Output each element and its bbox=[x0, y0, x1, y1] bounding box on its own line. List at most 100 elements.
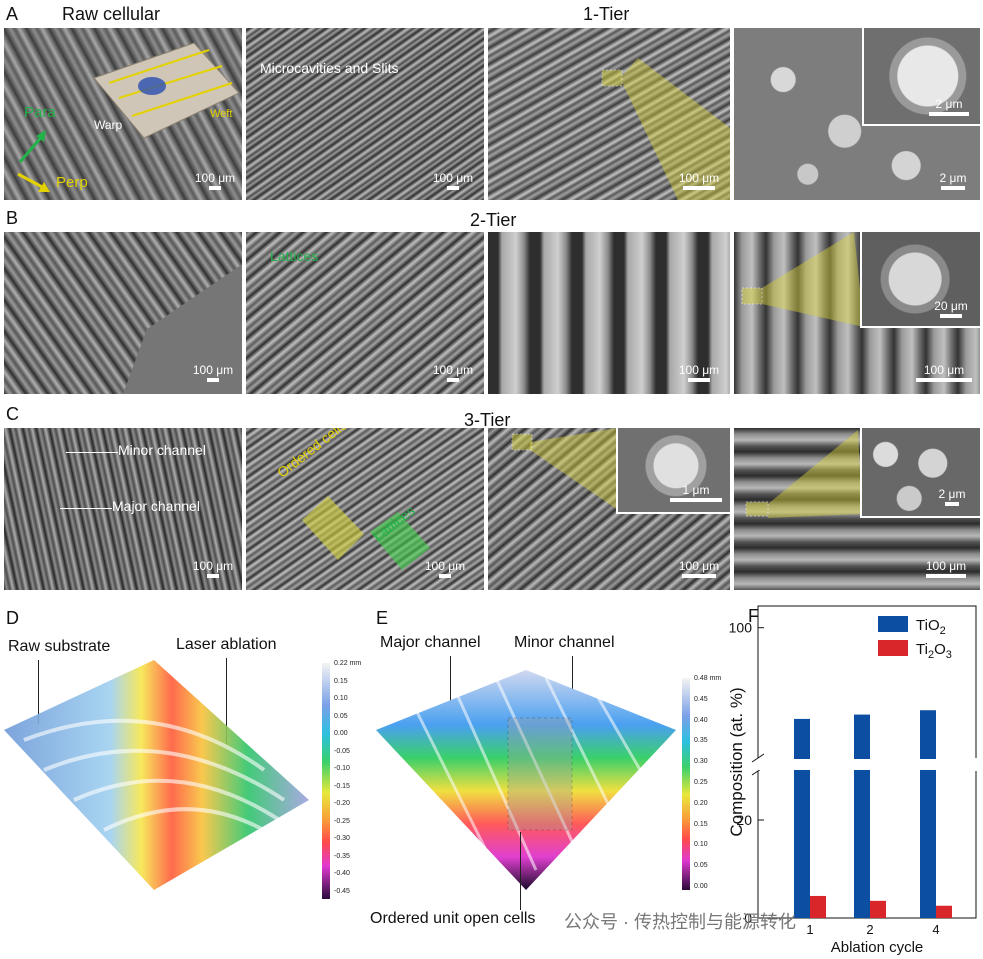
y-tick-label: 0 bbox=[744, 910, 752, 926]
x-axis-label: Ablation cycle bbox=[831, 939, 924, 956]
scale-bar: 2 μm bbox=[930, 488, 974, 506]
sem-image-raw-cellular: Para Warp Weft Perp 100 μm bbox=[4, 28, 242, 200]
colorbar-tick-label: -0.40 bbox=[334, 870, 350, 878]
raw-substrate-label: Raw substrate bbox=[8, 638, 111, 655]
scale-bar: 2 μm bbox=[930, 172, 976, 190]
colorbar-e bbox=[682, 678, 690, 890]
scale-bar: 20 μm bbox=[928, 300, 974, 318]
zoom-highlight bbox=[741, 232, 864, 327]
scale-bar: 100 μm bbox=[674, 172, 724, 190]
major-channel-pointer bbox=[60, 508, 112, 509]
bar-ti2o3-4 bbox=[936, 905, 952, 918]
colorbar-tick-label: 0.10 bbox=[334, 695, 348, 703]
panel-letter-c: C bbox=[6, 404, 19, 424]
ordered-unit-label: Ordered unit open cells bbox=[370, 910, 536, 927]
scale-bar: 1 μm bbox=[666, 484, 726, 502]
sem-image-2tier-columns: 100 μm bbox=[488, 232, 730, 394]
scale-bar: 100 μm bbox=[430, 364, 476, 382]
tier-1-title: 1-Tier bbox=[583, 4, 630, 24]
colorbar-tick-label: -0.45 bbox=[334, 888, 350, 895]
colorbar-tick-label: -0.35 bbox=[334, 852, 350, 860]
weave-schematic bbox=[93, 42, 240, 139]
tier-3-title: 3-Tier bbox=[464, 410, 511, 430]
scale-bar: 100 μm bbox=[192, 172, 238, 190]
legend-label-ti2o3: Ti2O3 bbox=[916, 641, 952, 661]
minor-channel-pointer-e bbox=[572, 656, 573, 716]
colorbar-tick-label: 0.00 bbox=[334, 730, 348, 738]
raw-substrate-pointer bbox=[38, 660, 39, 724]
inset-magnified: 1 μm bbox=[616, 428, 730, 514]
x-tick-label: 2 bbox=[866, 922, 873, 937]
axis-break-gap-over-bars bbox=[759, 759, 975, 770]
scale-bar: 100 μm bbox=[422, 560, 468, 578]
colorbar-tick-label: 0.00 bbox=[694, 883, 708, 890]
panel-letter-b: B bbox=[6, 208, 19, 228]
raw-cellular-title: Raw cellular bbox=[62, 4, 161, 24]
sem-image-3tier-channels-zoom: 2 μm 100 μm bbox=[734, 428, 980, 590]
axis-break-mark bbox=[751, 753, 765, 763]
minor-channel-pointer bbox=[66, 452, 118, 453]
scale-bar: 100 μm bbox=[674, 560, 724, 578]
y-axis-label: Composition (at. %) bbox=[727, 687, 746, 836]
panel-letter-d: D bbox=[6, 608, 19, 628]
scale-bar: 100 μm bbox=[914, 364, 974, 382]
major-channel-pointer-e bbox=[450, 656, 451, 720]
perp-arrow-icon bbox=[17, 172, 50, 192]
zoom-highlight bbox=[745, 430, 862, 518]
colorbar-tick-label: -0.10 bbox=[334, 765, 350, 773]
y-tick-label: 100 bbox=[729, 620, 753, 636]
sem-image-3tier-channels: Minor channel Major channel 100 μm bbox=[4, 428, 242, 590]
legend-label-tio2: TiO2 bbox=[916, 617, 946, 637]
region-highlights bbox=[302, 496, 430, 570]
bar-ti2o3-2 bbox=[870, 900, 886, 918]
sem-image-2tier-overview: 100 μm bbox=[4, 232, 242, 394]
warp-label: Warp bbox=[94, 118, 123, 132]
colorbar-tick-label: -0.25 bbox=[334, 817, 350, 825]
perp-label: Perp bbox=[56, 174, 88, 191]
colorbar-d bbox=[322, 663, 330, 899]
inset-magnified: 2 μm bbox=[860, 428, 980, 518]
colorbar-tick-label: 0.25 bbox=[694, 779, 708, 786]
colorbar-tick-label: 0.35 bbox=[694, 737, 708, 745]
laser-ablation-label: Laser ablation bbox=[176, 636, 277, 653]
scale-bar: 100 μm bbox=[190, 560, 236, 578]
inset-magnified: 20 μm bbox=[860, 232, 980, 328]
sem-image-1tier-particles: 2 μm 2 μm bbox=[734, 28, 980, 200]
microcavities-label: Microcavities and Slits bbox=[260, 60, 399, 76]
colorbar-tick-label: 0.22 mm bbox=[334, 660, 362, 667]
laser-ablation-pointer bbox=[226, 658, 227, 744]
zoom-highlight bbox=[511, 428, 618, 510]
colorbar-tick-label: 0.10 bbox=[694, 841, 708, 849]
bar-tio2-1 bbox=[794, 718, 810, 918]
surface-3d-plot-e bbox=[376, 670, 676, 890]
colorbar-tick-label: 0.40 bbox=[694, 716, 708, 724]
minor-channel-label: Minor channel bbox=[118, 442, 206, 458]
colorbar-e-ticks: 0.48 mm 0.45 0.40 0.35 0.30 0.25 0.20 0.15 0.10 0… bbox=[694, 675, 734, 893]
watermark: 公众号 · 传热控制与能源转化 bbox=[564, 912, 796, 932]
bar-ti2o3-1 bbox=[810, 895, 826, 918]
bar-tio2-4 bbox=[920, 710, 936, 918]
minor-channel-label-e: Minor channel bbox=[514, 634, 615, 651]
scale-bar: 100 μm bbox=[190, 364, 236, 382]
sem-image-1tier-zoom: 100 μm bbox=[488, 28, 730, 200]
weft-label: Weft bbox=[210, 108, 233, 120]
sem-image-2tier-lattices: Lattices 100 μm bbox=[246, 232, 484, 394]
colorbar-tick-label: 0.45 bbox=[694, 695, 708, 703]
bar-tio2-2 bbox=[854, 714, 870, 918]
para-arrow-icon bbox=[18, 130, 46, 163]
legend-swatch bbox=[878, 640, 908, 656]
colorbar-tick-label: 0.30 bbox=[694, 758, 708, 766]
bar-chart-composition: 0 20 100 1 2 4 Ablation cycle Composition (at. … bbox=[727, 605, 980, 956]
x-tick-label: 1 bbox=[806, 922, 813, 937]
major-channel-label-e: Major channel bbox=[380, 634, 481, 651]
colorbar-tick-label: -0.30 bbox=[334, 835, 350, 843]
zoom-highlight bbox=[601, 58, 730, 200]
ordered-unit-pointer bbox=[520, 832, 521, 910]
tier-2-title: 2-Tier bbox=[470, 210, 517, 230]
colorbar-tick-label: 0.20 bbox=[694, 799, 708, 807]
colorbar-tick-label: 0.05 bbox=[334, 712, 348, 720]
scale-bar: 2 μm bbox=[926, 98, 972, 116]
legend-swatch bbox=[878, 616, 908, 632]
scale-bar: 100 μm bbox=[430, 172, 476, 190]
colorbar-tick-label: 0.05 bbox=[694, 862, 708, 870]
